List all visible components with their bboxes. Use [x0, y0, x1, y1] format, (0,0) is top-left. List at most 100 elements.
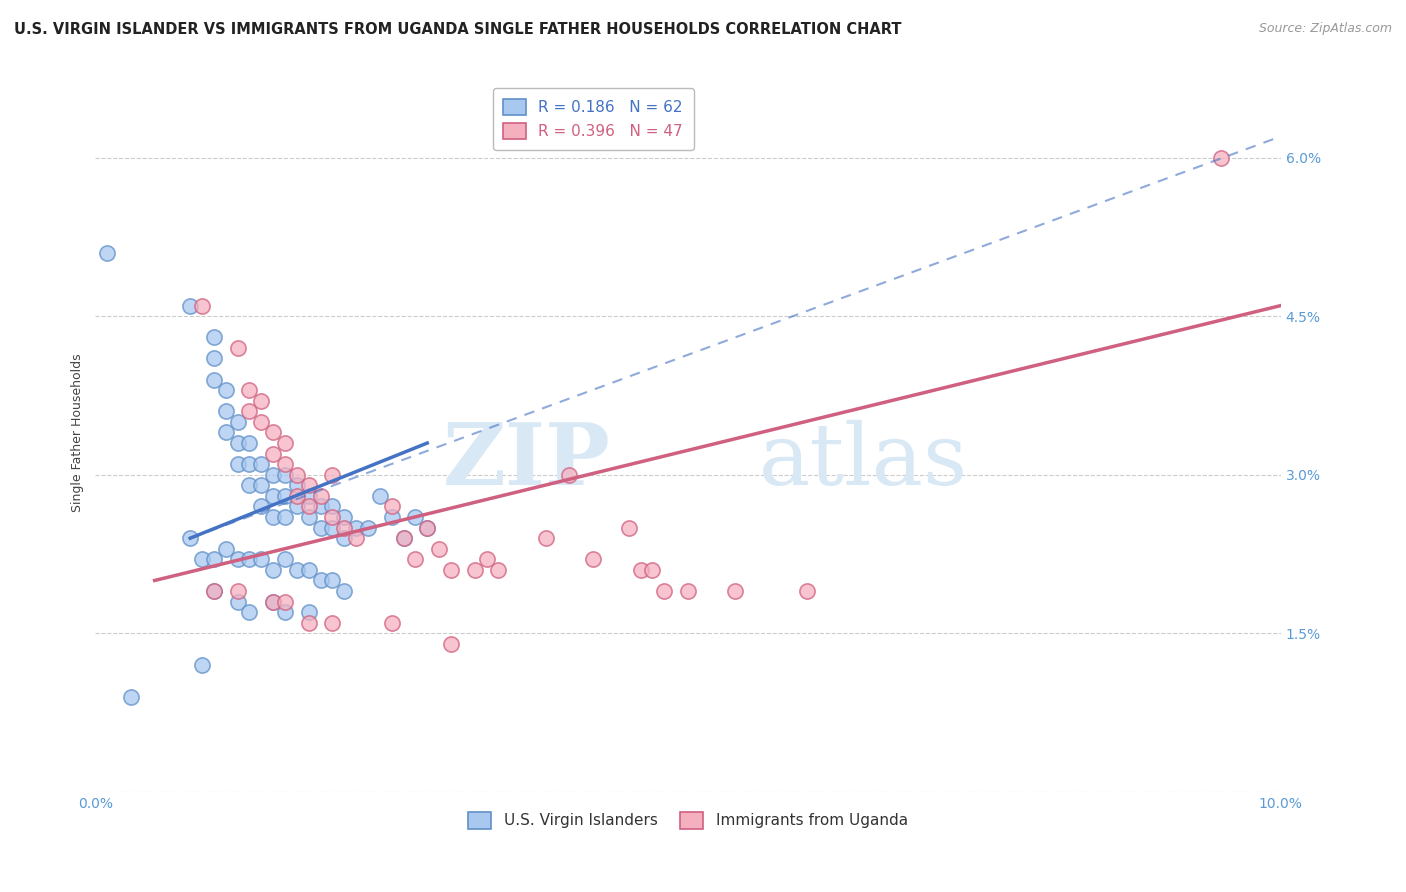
- Point: [215, 404, 238, 418]
- Text: atlas: atlas: [759, 419, 969, 503]
- Point: [274, 467, 297, 482]
- Point: [309, 489, 332, 503]
- Point: [215, 383, 238, 397]
- Point: [321, 615, 343, 630]
- Point: [321, 500, 343, 514]
- Point: [274, 436, 297, 450]
- Point: [226, 594, 249, 608]
- Point: [796, 584, 818, 599]
- Point: [238, 404, 260, 418]
- Point: [179, 299, 201, 313]
- Point: [202, 330, 225, 344]
- Point: [262, 594, 284, 608]
- Point: [1211, 151, 1233, 165]
- Point: [309, 574, 332, 588]
- Point: [262, 594, 284, 608]
- Point: [262, 467, 284, 482]
- Point: [226, 552, 249, 566]
- Point: [238, 457, 260, 471]
- Point: [262, 425, 284, 440]
- Point: [285, 467, 308, 482]
- Point: [120, 690, 142, 704]
- Point: [321, 521, 343, 535]
- Point: [202, 552, 225, 566]
- Point: [440, 637, 463, 651]
- Point: [238, 383, 260, 397]
- Point: [274, 489, 297, 503]
- Point: [215, 425, 238, 440]
- Point: [582, 552, 605, 566]
- Point: [298, 500, 321, 514]
- Point: [191, 299, 214, 313]
- Point: [617, 521, 640, 535]
- Point: [298, 605, 321, 619]
- Point: [309, 521, 332, 535]
- Point: [250, 415, 273, 429]
- Point: [179, 531, 201, 545]
- Point: [285, 563, 308, 577]
- Point: [652, 584, 675, 599]
- Point: [344, 531, 367, 545]
- Point: [333, 521, 356, 535]
- Y-axis label: Single Father Households: Single Father Households: [72, 353, 84, 512]
- Point: [404, 510, 426, 524]
- Text: Source: ZipAtlas.com: Source: ZipAtlas.com: [1258, 22, 1392, 36]
- Legend: U.S. Virgin Islanders, Immigrants from Uganda: U.S. Virgin Islanders, Immigrants from U…: [463, 805, 914, 835]
- Point: [250, 500, 273, 514]
- Point: [427, 541, 450, 556]
- Point: [226, 457, 249, 471]
- Point: [641, 563, 664, 577]
- Point: [381, 615, 404, 630]
- Point: [202, 351, 225, 366]
- Point: [274, 594, 297, 608]
- Point: [344, 521, 367, 535]
- Point: [262, 563, 284, 577]
- Point: [96, 245, 118, 260]
- Point: [202, 584, 225, 599]
- Point: [250, 457, 273, 471]
- Point: [321, 467, 343, 482]
- Point: [357, 521, 380, 535]
- Point: [238, 605, 260, 619]
- Point: [534, 531, 557, 545]
- Point: [298, 510, 321, 524]
- Point: [321, 574, 343, 588]
- Point: [392, 531, 415, 545]
- Point: [191, 552, 214, 566]
- Point: [238, 436, 260, 450]
- Point: [381, 510, 404, 524]
- Point: [475, 552, 498, 566]
- Point: [392, 531, 415, 545]
- Point: [226, 584, 249, 599]
- Point: [321, 510, 343, 524]
- Point: [274, 552, 297, 566]
- Point: [724, 584, 747, 599]
- Point: [333, 531, 356, 545]
- Point: [274, 457, 297, 471]
- Point: [238, 478, 260, 492]
- Point: [298, 478, 321, 492]
- Point: [630, 563, 652, 577]
- Point: [298, 489, 321, 503]
- Point: [676, 584, 699, 599]
- Point: [262, 510, 284, 524]
- Point: [285, 500, 308, 514]
- Point: [486, 563, 509, 577]
- Point: [226, 436, 249, 450]
- Point: [416, 521, 439, 535]
- Point: [309, 500, 332, 514]
- Point: [285, 489, 308, 503]
- Point: [238, 552, 260, 566]
- Point: [440, 563, 463, 577]
- Point: [250, 552, 273, 566]
- Point: [191, 658, 214, 673]
- Point: [333, 584, 356, 599]
- Point: [262, 489, 284, 503]
- Point: [464, 563, 486, 577]
- Point: [202, 584, 225, 599]
- Point: [226, 341, 249, 355]
- Point: [262, 447, 284, 461]
- Text: ZIP: ZIP: [443, 419, 612, 503]
- Point: [404, 552, 426, 566]
- Point: [202, 373, 225, 387]
